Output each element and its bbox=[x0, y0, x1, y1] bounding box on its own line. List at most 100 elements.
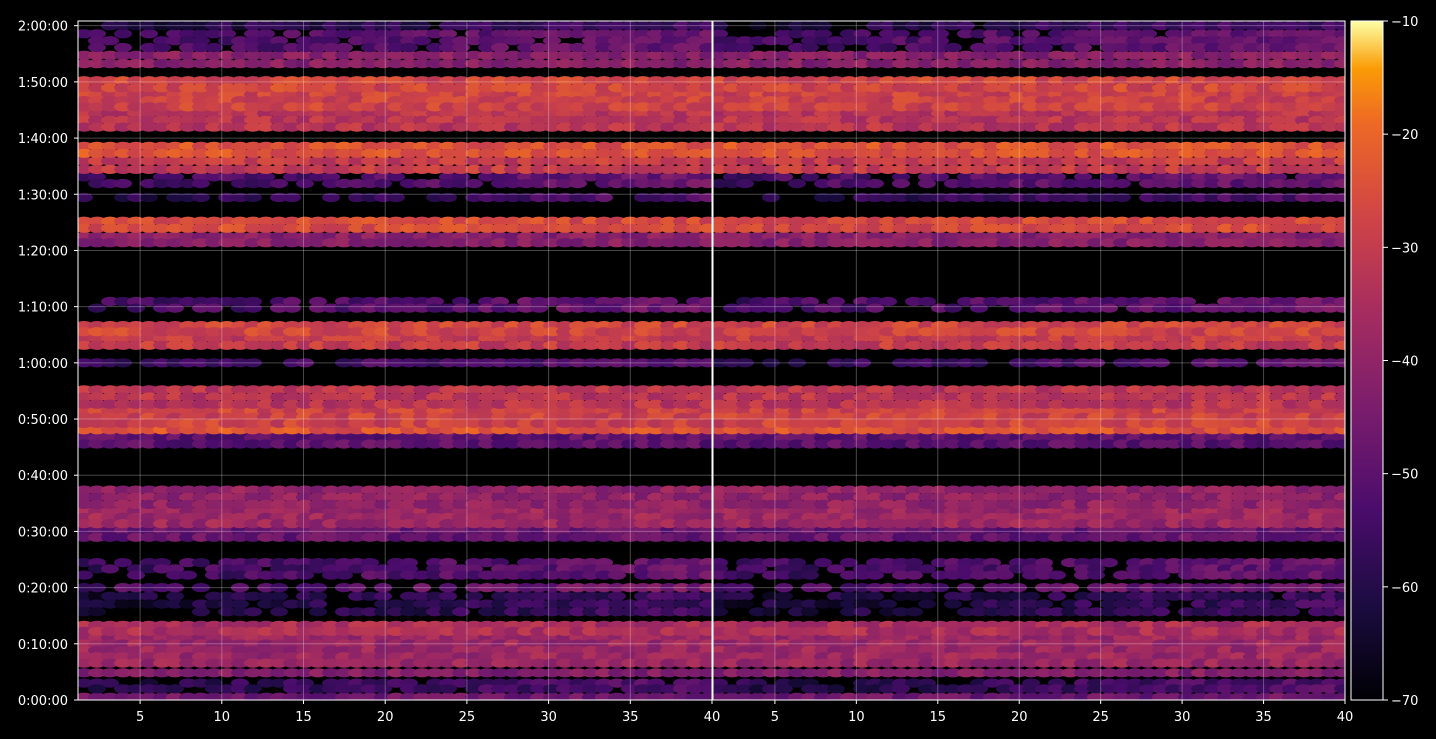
heat-cell-left-3 bbox=[556, 658, 574, 668]
heat-cell-left-22 bbox=[166, 172, 184, 182]
heat-cell-right-3 bbox=[1321, 658, 1339, 668]
heat-cell-left-8 bbox=[244, 532, 262, 542]
heat-cell-left-21 bbox=[504, 192, 522, 203]
heat-cell-right-14 bbox=[931, 399, 949, 409]
heat-cell-left-7 bbox=[543, 558, 561, 568]
heat-cell-left-8 bbox=[231, 525, 249, 535]
heat-cell-left-7 bbox=[166, 570, 184, 580]
heat-cell-right-14 bbox=[1061, 392, 1079, 402]
heat-cell-right-13 bbox=[983, 418, 1001, 428]
heat-cell-left-27 bbox=[88, 83, 106, 93]
heat-cell-left-30 bbox=[621, 21, 639, 31]
heat-cell-right-4 bbox=[1061, 626, 1079, 637]
heat-cell-left-25 bbox=[244, 115, 262, 125]
heat-cell-left-5 bbox=[543, 607, 561, 617]
heat-cell-right-5 bbox=[1295, 591, 1313, 601]
heat-cell-left-8 bbox=[673, 525, 691, 535]
heat-cell-right-14 bbox=[996, 385, 1014, 395]
heat-cell-right-10 bbox=[1100, 499, 1118, 509]
heat-cell-left-5 bbox=[504, 607, 522, 617]
heat-cell-left-26 bbox=[491, 102, 509, 112]
heat-cell-left-16 bbox=[218, 340, 236, 350]
heat-cell-right-8 bbox=[892, 532, 910, 542]
heat-cell-right-3 bbox=[827, 639, 845, 649]
heat-cell-right-8 bbox=[1230, 525, 1248, 535]
heat-cell-left-3 bbox=[348, 652, 366, 662]
heat-cell-right-13 bbox=[1113, 406, 1131, 416]
heat-cell-left-27 bbox=[491, 76, 509, 86]
heat-cell-right-16 bbox=[944, 333, 962, 343]
heat-cell-left-29 bbox=[621, 36, 639, 46]
heat-cell-left-12 bbox=[400, 425, 418, 435]
heat-cell-right-7 bbox=[1269, 558, 1287, 568]
heat-cell-right-12 bbox=[853, 425, 871, 435]
heat-cell-left-28 bbox=[660, 50, 678, 60]
heat-cell-left-14 bbox=[140, 399, 158, 409]
heat-cell-left-16 bbox=[400, 340, 418, 350]
heat-cell-left-9 bbox=[439, 519, 457, 529]
heat-cell-left-2 bbox=[608, 668, 626, 678]
heat-cell-left-16 bbox=[387, 340, 405, 350]
heat-cell-right-4 bbox=[1256, 626, 1274, 637]
heat-cell-left-28 bbox=[634, 50, 652, 60]
heat-cell-left-14 bbox=[374, 385, 392, 395]
heat-cell-left-11 bbox=[543, 439, 561, 449]
heat-cell-left-26 bbox=[192, 96, 210, 106]
heat-cell-right-4 bbox=[749, 626, 767, 637]
heat-cell-left-8 bbox=[634, 532, 652, 542]
heat-cell-left-13 bbox=[608, 418, 626, 428]
heat-cell-left-10 bbox=[504, 492, 522, 502]
heat-cell-left-22 bbox=[400, 178, 418, 189]
heat-cell-left-11 bbox=[270, 439, 288, 449]
heat-cell-left-10 bbox=[686, 492, 704, 502]
heat-cell-right-12 bbox=[1308, 425, 1326, 435]
heat-cell-left-27 bbox=[556, 83, 574, 93]
heat-cell-right-1 bbox=[1308, 684, 1326, 694]
heat-cell-left-25 bbox=[166, 108, 184, 118]
heat-cell-left-14 bbox=[348, 385, 366, 395]
heat-cell-right-3 bbox=[1243, 645, 1261, 656]
heat-cell-right-5 bbox=[1230, 599, 1248, 609]
heat-cell-right-7 bbox=[1204, 558, 1222, 568]
heat-cell-right-10 bbox=[1165, 485, 1183, 495]
heat-cell-left-12 bbox=[517, 425, 535, 435]
heat-cell-left-29 bbox=[283, 29, 301, 39]
heat-cell-left-1 bbox=[270, 678, 288, 688]
heat-cell-left-25 bbox=[127, 122, 145, 132]
heat-cell-left-9 bbox=[88, 519, 106, 529]
heat-cell-left-17 bbox=[244, 327, 262, 337]
heat-cell-left-1 bbox=[699, 684, 712, 694]
heat-cell-left-9 bbox=[660, 506, 678, 516]
heat-cell-right-10 bbox=[1217, 492, 1235, 502]
heat-cell-right-14 bbox=[1139, 399, 1157, 409]
heat-cell-left-4 bbox=[621, 626, 639, 637]
heat-cell-left-16 bbox=[543, 333, 561, 343]
heat-cell-left-13 bbox=[582, 406, 600, 416]
heat-cell-left-28 bbox=[127, 50, 145, 60]
heat-cell-left-9 bbox=[413, 506, 431, 516]
heat-cell-right-13 bbox=[840, 418, 858, 428]
heat-cell-left-20 bbox=[296, 216, 314, 226]
heat-cell-left-26 bbox=[231, 102, 249, 112]
heat-cell-left-20 bbox=[660, 223, 678, 233]
heat-cell-left-5 bbox=[244, 591, 262, 601]
heat-cell-left-3 bbox=[270, 645, 288, 656]
heat-cell-right-16 bbox=[866, 340, 884, 350]
heat-cell-right-4 bbox=[1243, 626, 1261, 637]
heat-cell-left-29 bbox=[270, 42, 288, 53]
heat-cell-left-14 bbox=[413, 399, 431, 409]
heat-cell-left-6 bbox=[257, 583, 275, 593]
heat-cell-left-3 bbox=[400, 639, 418, 649]
heat-cell-left-13 bbox=[361, 418, 379, 428]
heat-cell-left-5 bbox=[699, 591, 712, 601]
heat-cell-left-29 bbox=[621, 29, 639, 39]
heat-cell-right-5 bbox=[944, 599, 962, 609]
heat-cell-right-16 bbox=[1139, 333, 1157, 343]
heat-cell-left-3 bbox=[621, 652, 639, 662]
heat-cell-left-14 bbox=[673, 392, 691, 402]
heat-cell-right-7 bbox=[1243, 558, 1261, 568]
heat-cell-left-5 bbox=[634, 607, 652, 617]
heat-cell-right-16 bbox=[723, 333, 741, 343]
heat-cell-left-16 bbox=[634, 340, 652, 350]
heat-cell-left-10 bbox=[595, 492, 613, 502]
